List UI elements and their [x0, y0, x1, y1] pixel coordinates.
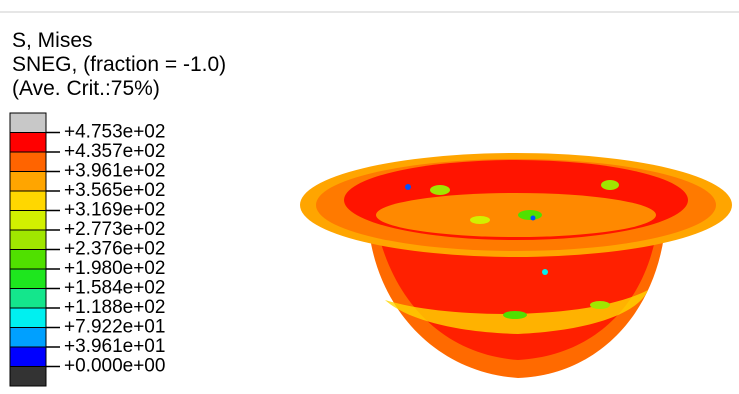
legend-label: +0.000e+00	[64, 356, 165, 377]
page: S, Mises SNEG, (fraction = -1.0) (Ave. C…	[0, 0, 739, 394]
legend-swatch	[10, 113, 46, 133]
legend-swatch	[10, 152, 46, 172]
header-line: SNEG, (fraction = -1.0)	[12, 53, 226, 76]
spot	[430, 185, 450, 195]
legend-label: +3.961e+01	[64, 336, 165, 357]
legend: +4.753e+02+4.357e+02+3.961e+02+3.565e+02…	[10, 113, 165, 386]
spot	[518, 210, 542, 220]
legend-label: +2.376e+02	[64, 239, 165, 260]
spot	[405, 184, 411, 190]
spot	[542, 269, 548, 275]
legend-swatch	[10, 328, 46, 348]
legend-swatch	[10, 211, 46, 231]
legend-label: +1.980e+02	[64, 258, 165, 279]
bowl-body-band	[380, 240, 655, 360]
legend-label: +3.961e+02	[64, 161, 165, 182]
spot	[503, 311, 527, 319]
legend-label: +4.357e+02	[64, 141, 165, 162]
legend-swatch	[10, 230, 46, 250]
legend-swatch	[10, 367, 46, 387]
legend-label: +2.773e+02	[64, 219, 165, 240]
legend-swatch	[10, 289, 46, 309]
legend-label: +1.584e+02	[64, 278, 165, 299]
spot	[531, 216, 536, 221]
legend-swatch	[10, 133, 46, 153]
legend-label: +3.565e+02	[64, 180, 165, 201]
legend-swatch	[10, 191, 46, 211]
header-line: S, Mises	[12, 29, 93, 52]
legend-swatch	[10, 250, 46, 270]
bowl-model	[300, 153, 732, 378]
header-line: (Ave. Crit.:75%)	[12, 77, 160, 100]
legend-swatch	[10, 308, 46, 328]
legend-swatch	[10, 172, 46, 192]
legend-label: +1.188e+02	[64, 297, 165, 318]
spot	[470, 216, 490, 224]
legend-label: +3.169e+02	[64, 200, 165, 221]
spot	[601, 180, 619, 190]
spot	[590, 301, 610, 309]
legend-swatch	[10, 347, 46, 367]
legend-label: +4.753e+02	[64, 122, 165, 143]
viewport: S, Mises SNEG, (fraction = -1.0) (Ave. C…	[0, 0, 739, 394]
legend-label: +7.922e+01	[64, 317, 165, 338]
legend-swatch	[10, 269, 46, 289]
bowl-inner-band	[376, 193, 656, 237]
